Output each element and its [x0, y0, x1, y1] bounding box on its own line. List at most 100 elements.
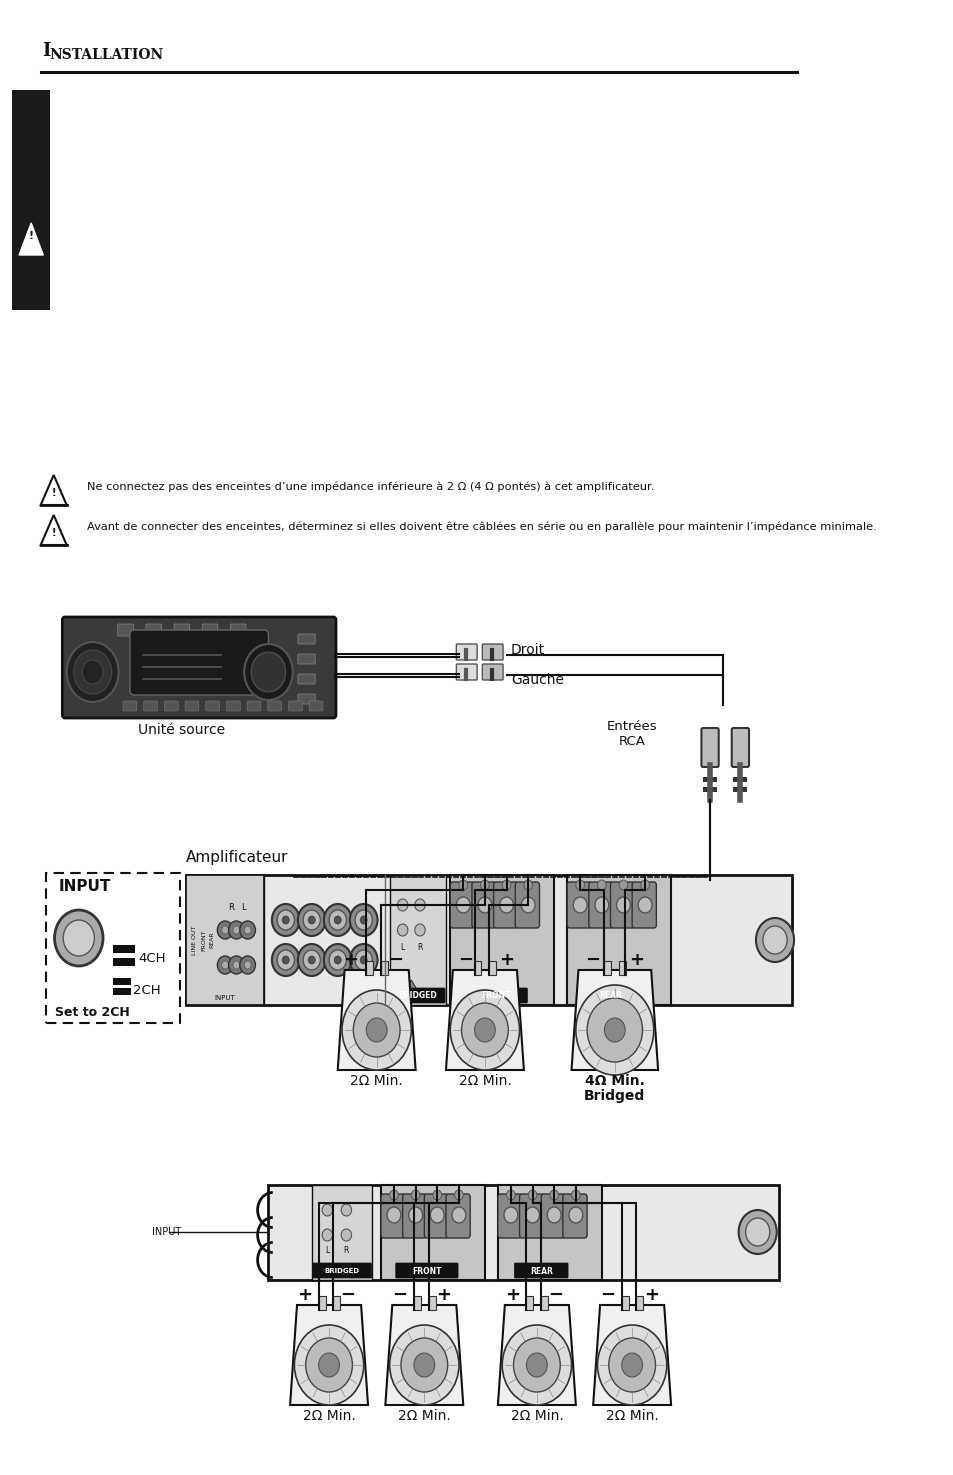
Polygon shape — [290, 1305, 368, 1406]
FancyBboxPatch shape — [297, 674, 314, 684]
Text: 4Ω Min.: 4Ω Min. — [584, 1074, 644, 1089]
FancyBboxPatch shape — [497, 1193, 521, 1238]
Circle shape — [353, 1003, 399, 1058]
Bar — [474, 962, 481, 975]
Circle shape — [568, 1207, 582, 1223]
Bar — [380, 1184, 484, 1280]
Text: !: ! — [51, 488, 56, 499]
FancyBboxPatch shape — [230, 624, 246, 636]
Circle shape — [251, 652, 286, 692]
Circle shape — [276, 910, 294, 931]
Circle shape — [755, 917, 793, 962]
Bar — [702, 788, 717, 792]
Circle shape — [341, 1229, 352, 1240]
FancyBboxPatch shape — [297, 695, 314, 704]
Circle shape — [520, 897, 535, 913]
FancyBboxPatch shape — [309, 701, 323, 711]
Text: −: − — [548, 1286, 563, 1304]
Circle shape — [239, 920, 255, 940]
FancyBboxPatch shape — [390, 988, 445, 1003]
Bar — [733, 777, 746, 782]
Bar — [636, 1297, 642, 1310]
Circle shape — [334, 956, 341, 965]
Text: Unité source: Unité source — [138, 723, 225, 738]
FancyBboxPatch shape — [247, 701, 261, 711]
FancyBboxPatch shape — [562, 1193, 586, 1238]
Circle shape — [414, 1353, 435, 1378]
Circle shape — [221, 962, 229, 969]
Bar — [312, 1184, 372, 1280]
Text: NSTALLATION: NSTALLATION — [50, 49, 163, 62]
Circle shape — [452, 1207, 465, 1223]
Bar — [526, 1297, 533, 1310]
FancyBboxPatch shape — [464, 988, 527, 1003]
Circle shape — [350, 904, 377, 937]
Bar — [389, 875, 445, 1004]
Text: −: − — [392, 1286, 407, 1304]
FancyBboxPatch shape — [144, 701, 157, 711]
Circle shape — [638, 897, 651, 913]
Circle shape — [244, 962, 251, 969]
Circle shape — [233, 926, 239, 934]
Circle shape — [360, 956, 367, 965]
FancyBboxPatch shape — [202, 624, 217, 636]
Circle shape — [745, 1218, 769, 1246]
FancyBboxPatch shape — [482, 645, 502, 659]
Circle shape — [430, 1207, 444, 1223]
Circle shape — [229, 920, 244, 940]
Circle shape — [501, 881, 511, 889]
Polygon shape — [19, 223, 43, 255]
Circle shape — [276, 950, 294, 971]
Text: R: R — [343, 1246, 349, 1255]
Text: 2Ω Min.: 2Ω Min. — [397, 1409, 450, 1423]
Bar — [489, 962, 496, 975]
Polygon shape — [402, 979, 419, 996]
Circle shape — [355, 950, 372, 971]
Polygon shape — [41, 515, 67, 544]
Circle shape — [616, 897, 630, 913]
Circle shape — [54, 910, 103, 966]
Text: 4CH: 4CH — [138, 953, 166, 966]
Bar — [414, 1297, 420, 1310]
Circle shape — [303, 950, 320, 971]
Circle shape — [387, 1207, 400, 1223]
Text: −: − — [599, 1286, 615, 1304]
FancyBboxPatch shape — [123, 701, 136, 711]
Text: INPUT: INPUT — [59, 879, 112, 894]
Circle shape — [73, 650, 112, 695]
Text: +: + — [504, 1286, 519, 1304]
Circle shape — [461, 1003, 508, 1058]
Circle shape — [217, 956, 233, 974]
Circle shape — [272, 904, 299, 937]
Text: Set to 2CH: Set to 2CH — [54, 1006, 130, 1019]
Bar — [366, 962, 373, 975]
Bar — [450, 875, 554, 1004]
Circle shape — [595, 897, 608, 913]
FancyBboxPatch shape — [519, 1193, 543, 1238]
Circle shape — [621, 1353, 642, 1378]
FancyBboxPatch shape — [313, 1263, 371, 1277]
Polygon shape — [445, 971, 523, 1069]
FancyBboxPatch shape — [450, 882, 474, 928]
Circle shape — [547, 1207, 560, 1223]
FancyBboxPatch shape — [117, 624, 133, 636]
Text: 2Ω Min.: 2Ω Min. — [605, 1409, 658, 1423]
Text: !: ! — [51, 528, 56, 538]
Circle shape — [239, 956, 255, 974]
Circle shape — [762, 926, 786, 954]
Circle shape — [456, 897, 470, 913]
Bar — [186, 875, 792, 1004]
Circle shape — [415, 923, 425, 937]
Text: Ne connectez pas des enceintes d’une impédance inférieure à 2 Ω (4 Ω pontés) à c: Ne connectez pas des enceintes d’une imp… — [87, 482, 654, 493]
Bar — [333, 1297, 340, 1310]
Bar — [540, 1297, 548, 1310]
Polygon shape — [571, 971, 658, 1069]
Bar — [567, 875, 670, 1004]
Bar — [497, 1184, 601, 1280]
FancyBboxPatch shape — [445, 1193, 470, 1238]
Polygon shape — [41, 475, 67, 504]
Text: FRONT: FRONT — [481, 991, 511, 1000]
Bar — [621, 1297, 628, 1310]
Text: FRONT: FRONT — [412, 1267, 441, 1276]
FancyBboxPatch shape — [731, 729, 748, 767]
